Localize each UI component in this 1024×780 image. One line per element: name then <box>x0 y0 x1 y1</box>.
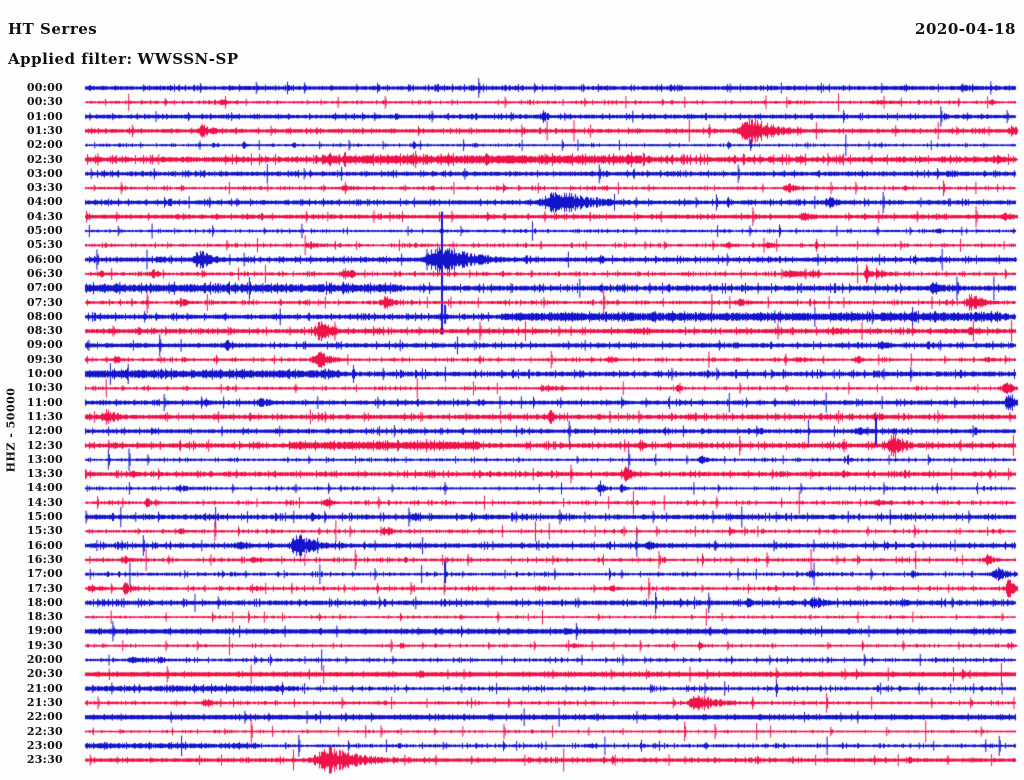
row-time-label: 07:30 <box>26 295 63 309</box>
row-time-label: 20:00 <box>26 653 63 666</box>
row-time-label: 19:30 <box>26 638 63 652</box>
row-time-label: 12:30 <box>26 438 63 452</box>
row-time-label: 01:30 <box>26 123 63 137</box>
row-time-label: 02:30 <box>26 152 63 166</box>
row-time-label: 08:00 <box>26 309 63 323</box>
row-time-label: 13:30 <box>26 467 63 481</box>
row-time-label: 13:00 <box>26 452 63 466</box>
row-time-label: 06:30 <box>26 266 63 280</box>
row-time-label: 21:30 <box>26 695 63 709</box>
row-time-label: 18:00 <box>26 595 63 609</box>
row-time-label: 22:00 <box>26 710 63 724</box>
row-time-label: 06:00 <box>26 252 63 266</box>
row-time-label: 00:00 <box>26 81 63 94</box>
row-time-label: 22:30 <box>26 724 63 738</box>
row-time-label: 17:00 <box>26 567 63 581</box>
row-time-label: 11:30 <box>26 409 63 423</box>
row-time-label: 11:00 <box>26 395 63 409</box>
row-time-label: 05:30 <box>26 238 63 252</box>
row-time-label: 07:00 <box>26 281 63 295</box>
row-time-label: 15:00 <box>26 510 63 523</box>
row-time-label: 20:30 <box>26 667 63 681</box>
row-time-label: 09:30 <box>26 352 63 366</box>
row-time-label: 10:00 <box>26 367 63 380</box>
row-time-label: 17:30 <box>26 581 63 595</box>
row-time-label: 03:00 <box>26 166 63 180</box>
row-time-label: 08:30 <box>26 324 63 338</box>
row-time-label: 10:30 <box>26 381 63 395</box>
row-time-label: 12:00 <box>26 424 63 438</box>
row-time-label: 16:30 <box>26 552 63 566</box>
row-time-label: 14:30 <box>26 495 63 509</box>
row-time-label: 23:00 <box>26 738 63 752</box>
row-time-label: 03:30 <box>26 181 63 195</box>
row-time-label: 14:00 <box>26 481 63 495</box>
row-time-label: 04:00 <box>26 195 63 209</box>
row-time-label: 19:00 <box>26 624 63 638</box>
row-time-label: 05:00 <box>26 224 63 237</box>
row-time-label: 01:00 <box>26 109 63 123</box>
row-time-label: 16:00 <box>26 538 63 552</box>
row-time-label: 15:30 <box>26 524 63 538</box>
row-time-label: 04:30 <box>26 209 63 223</box>
row-time-label: 09:00 <box>26 338 63 352</box>
row-time-label: 18:30 <box>26 610 63 624</box>
row-time-label: 23:30 <box>26 753 63 767</box>
row-time-label: 02:00 <box>26 138 63 152</box>
row-time-label: 21:00 <box>26 681 63 695</box>
row-time-label: 00:30 <box>26 95 63 109</box>
